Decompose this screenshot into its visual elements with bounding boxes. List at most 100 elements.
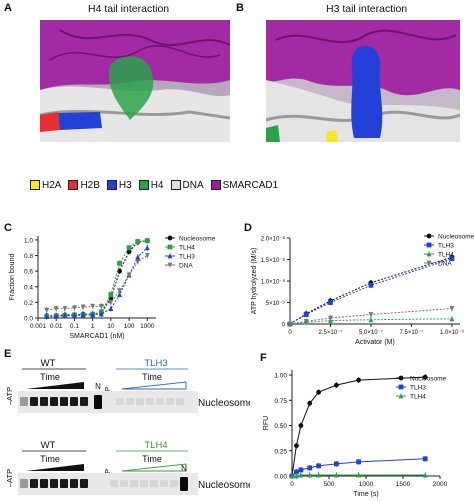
chart-d-legend-marker-tlh4 [426, 251, 432, 257]
chart-d-point-dna [328, 315, 333, 321]
chart-d-series-dna [287, 305, 455, 327]
chart-f-point-tlh3 [294, 469, 299, 475]
chart-c-point-tlh3 [72, 312, 77, 319]
chart-c-point-dna [144, 253, 150, 259]
gel-top-band-wt [70, 397, 78, 406]
gel-bottom-time-wedge-right [121, 463, 187, 472]
chart-d-legend-label-tlh4: TLH4 [438, 252, 454, 259]
chart-c-legend-label-dna: DNA [179, 263, 193, 270]
gel-bottom-wt-label: WT [41, 440, 56, 451]
legend-item-h2a: H2A [30, 180, 61, 191]
chart-c-legend-label-nucleosome: Nucleosome [179, 236, 216, 243]
panel-a-structure-image [40, 20, 230, 142]
chart-c-x-label: SMARCAD1 (nM) [69, 333, 124, 340]
chart-f-point-nucleosome [294, 443, 299, 449]
chart-c-y-tick-label: 0.2 [24, 300, 33, 307]
chart-c-point-dna [72, 305, 77, 311]
chart-f-point-nucleosome [316, 389, 322, 395]
chart-c-point-dna [44, 307, 50, 314]
chart-c-y-tick-label: 0.8 [24, 253, 33, 260]
gel-top-mut-label: TLH3 [144, 358, 167, 369]
chart-f-legend-label-nucleosome: Nucleosome [410, 376, 447, 383]
chart-c-series-tlh4 [44, 237, 150, 320]
chart-c-line-dna [46, 255, 148, 311]
chart-c-x-tick-label: 1 [91, 323, 95, 330]
chart-c-point-dna [90, 303, 96, 310]
chart-c-line-tlh3 [46, 247, 148, 317]
chart-d-point-tlh4 [449, 315, 455, 322]
chart-c-y-tick-label: 0.6 [24, 269, 33, 276]
chart-c-point-nucleosome [117, 268, 122, 274]
chart-c-point-dna [135, 259, 141, 265]
gel-top-band-wt [50, 397, 58, 406]
chart-d-y-label: ATP hydrolyzed (M/s) [251, 248, 258, 315]
panel-b-title: H3 tail interaction [326, 3, 408, 15]
gel-bottom-band-n [180, 477, 188, 491]
gel-top-band-mut [136, 398, 144, 405]
chart-d-point-dna [368, 312, 374, 318]
panel-f-letter: F [260, 352, 267, 364]
gel-top-band-wt [60, 397, 68, 406]
panel-e-letter: E [4, 348, 12, 360]
chart-c-legend: Nucleosome TLH4 TLH3 DNA [165, 236, 216, 270]
chart-f-point-tlh3 [298, 467, 304, 473]
chart-f-x-tick-label: 1000 [359, 481, 374, 488]
chart-d-x-tick-label: 1.0×10⁻⁶ [440, 329, 465, 336]
panel-c-letter: C [4, 222, 12, 234]
gel-bottom-band-wt [20, 479, 28, 488]
chart-f-point-nucleosome [356, 377, 361, 383]
chart-f-x-label: Time (s) [353, 491, 378, 498]
chart-f-point-tlh4 [289, 473, 295, 479]
gel-bottom-time-label-right: Time [142, 454, 162, 464]
chart-d-x-tick-label: 7.5×10⁻⁷ [399, 329, 423, 336]
chart-c-point-dna [80, 304, 86, 310]
gel-top-minus-atp-left: –ATP [5, 387, 14, 405]
legend-item-h4: H4 [138, 180, 164, 191]
panel-a-letter: A [4, 2, 12, 14]
legend-item-dna: DNA [170, 180, 204, 191]
gel-bottom-time-wedge-left [26, 464, 84, 471]
gel-top-band-wt [20, 397, 28, 406]
chart-c-legend-label-tlh4: TLH4 [179, 245, 195, 252]
chart-d-legend-label-nucleosome: Nucleosome [438, 234, 474, 241]
gel-bottom-time-label-left: Time [40, 454, 60, 464]
legend-swatch-h2b [68, 180, 79, 190]
chart-c-point-dna [53, 306, 59, 312]
chart-d-line-dna [289, 308, 452, 325]
chart-c-point-tlh3 [80, 311, 86, 318]
gel-bottom-band-mut [120, 480, 128, 487]
gel-top-time-wedge-left [26, 382, 84, 389]
gel-bottom-band-wt [40, 479, 48, 488]
chart-d-legend-marker-nucleosome [426, 233, 432, 239]
chart-f-point-nucleosome [298, 423, 304, 428]
legend-swatch-h4 [138, 180, 149, 190]
gel-bottom-nucleosome-label: Nucleosome [198, 480, 250, 491]
chart-c-legend-marker-tlh3 [167, 253, 173, 259]
chart-c-point-dna [98, 303, 104, 310]
gel-top-gel-background [18, 391, 198, 413]
gel-top-band-mut [116, 398, 124, 405]
chart-d-point-tlh3 [303, 312, 309, 317]
chart-c-series-tlh3 [44, 244, 150, 320]
chart-f-y-tick-label: 0.00 [274, 474, 287, 481]
gel-top-time-label-right: Time [142, 372, 162, 382]
gel-bottom-band-wt [60, 479, 68, 488]
chart-d-legend-label-dna: DNA [438, 261, 452, 268]
gel-bottom-band-wt [30, 479, 38, 488]
chart-f-y-label: RFU [263, 416, 270, 430]
chart-c-point-dna [108, 299, 114, 306]
chart-d-point-tlh3 [449, 256, 455, 262]
chart-c-y-tick-label: 0.4 [24, 284, 33, 291]
chart-f-point-tlh4 [356, 472, 361, 478]
legend-swatch-h2a [30, 180, 40, 190]
chart-f-point-tlh3 [316, 463, 322, 469]
chart-c-line-nucleosome [46, 240, 148, 317]
chart-f-x-tick-label: 2000 [433, 481, 448, 488]
gel-top-nucleosome-label: Nucleosome [198, 398, 250, 409]
chart-d-x-tick-label: 0 [288, 330, 292, 336]
chart-c-point-tlh3 [62, 312, 68, 319]
chart-c-x-tick-label: 0.001 [30, 323, 47, 330]
chart-f-point-tlh4 [294, 473, 299, 479]
chart-c-point-dna [62, 306, 68, 312]
chart-c-x-tick-label: 0.1 [70, 323, 79, 330]
